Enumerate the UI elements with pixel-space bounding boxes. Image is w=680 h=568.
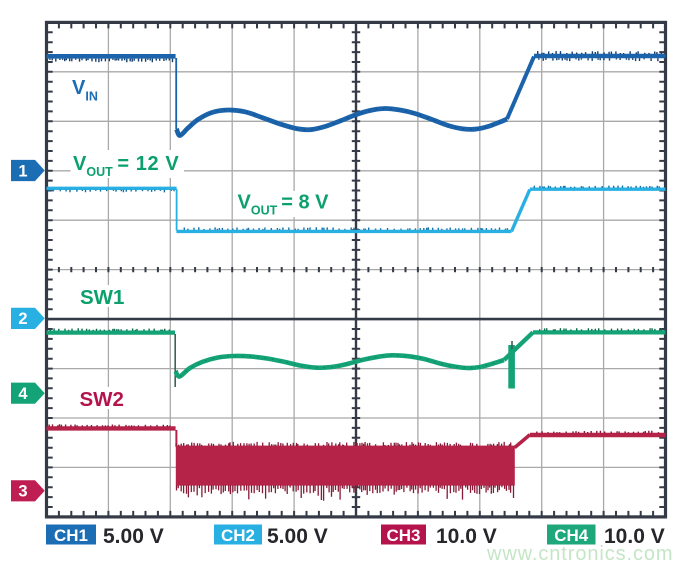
svg-text:www.cntronics.com: www.cntronics.com [486,543,673,565]
svg-text:CH3: CH3 [386,526,420,545]
svg-text:CH1: CH1 [54,526,88,545]
svg-text:1: 1 [18,162,27,180]
svg-text:5.00 V: 5.00 V [267,525,328,548]
svg-text:SW2: SW2 [80,388,124,411]
svg-text:CH4: CH4 [554,526,589,545]
svg-text:3: 3 [18,483,27,501]
svg-text:10.0 V: 10.0 V [436,525,497,548]
svg-text:2: 2 [18,310,27,328]
svg-text:CH2: CH2 [221,526,255,545]
svg-text:SW1: SW1 [80,286,124,309]
svg-text:5.00 V: 5.00 V [103,525,164,548]
svg-text:10.0 V: 10.0 V [604,525,665,548]
svg-text:4: 4 [18,385,28,403]
